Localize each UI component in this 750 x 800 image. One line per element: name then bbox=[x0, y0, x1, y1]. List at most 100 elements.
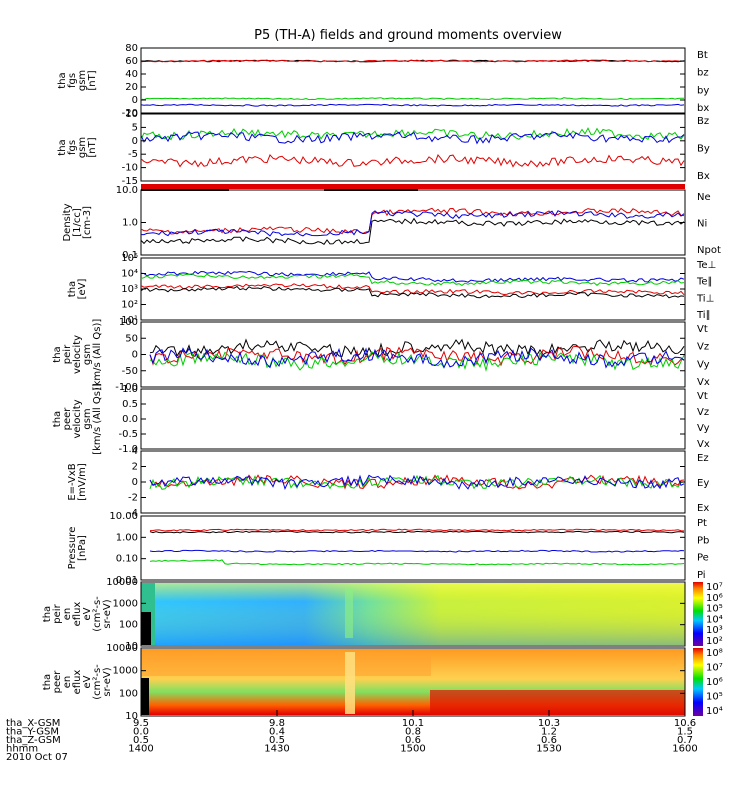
legend-Te⊥: Te⊥ bbox=[696, 260, 716, 271]
ylabel-line: fgs bbox=[67, 140, 78, 155]
trace-density-Ni bbox=[140, 217, 685, 245]
xaxis-value: 10.1 bbox=[402, 718, 424, 729]
panel-labels: tha fgs gsm [nT]tha fgs gsm [nT]Density [1/cc][… bbox=[42, 70, 113, 700]
ytick-label: 0 bbox=[132, 350, 138, 361]
xaxis-value: 0.5 bbox=[133, 735, 149, 746]
ytick-label: 2 bbox=[132, 462, 138, 473]
ytick-label: 10000 bbox=[106, 643, 138, 654]
ytick-label: -1.0 bbox=[118, 444, 138, 455]
ytick-label: 10¹ bbox=[121, 315, 138, 326]
legend-Bz: Bz bbox=[697, 116, 709, 127]
ylabel-line: velocity bbox=[72, 335, 83, 374]
trace-density-Npot bbox=[141, 210, 685, 237]
ytick-label: 4 bbox=[132, 446, 138, 457]
legend-Te∥: Te∥ bbox=[696, 277, 713, 288]
plot-title: P5 (TH-A) fields and ground moments over… bbox=[254, 28, 562, 43]
ylabel-line: gsm bbox=[77, 70, 88, 91]
ylabel-line: fgs bbox=[67, 73, 78, 88]
ytick-label: 1000 bbox=[113, 598, 138, 609]
xaxis-value: 0.7 bbox=[677, 735, 693, 746]
legend-Ti∥: Ti∥ bbox=[696, 310, 711, 321]
ylabel-line: tha bbox=[57, 139, 68, 155]
ytick-label: -20 bbox=[122, 108, 138, 119]
colorbar-label: 10⁸ bbox=[706, 648, 723, 659]
trace-fgs_gsm_detail-Bx bbox=[140, 131, 685, 145]
ylabel-line: [km/s (All Qs)] bbox=[92, 383, 103, 455]
xaxis-value: 9.8 bbox=[269, 718, 285, 729]
ytick-label: 1.00 bbox=[116, 532, 138, 543]
ytick-label: 20 bbox=[125, 82, 138, 93]
legend-Npot: Npot bbox=[697, 245, 721, 256]
ytick-label: -0.5 bbox=[118, 429, 138, 440]
legend-Vx: Vx bbox=[697, 377, 710, 388]
trace-pressure-Pb bbox=[149, 528, 685, 532]
ytick-label: 1000 bbox=[113, 666, 138, 677]
legend-Pe: Pe bbox=[697, 553, 709, 564]
ylabel-line: peir bbox=[52, 603, 63, 623]
ylabel-line: Pressure bbox=[67, 527, 78, 570]
panel-frame-peir_velocity bbox=[140, 321, 686, 388]
colorbar-label: 10³ bbox=[706, 625, 723, 636]
trace-pressure-Pi bbox=[149, 549, 685, 553]
ylabel-line: tha bbox=[52, 411, 63, 427]
ylabel-line: tha bbox=[52, 346, 63, 362]
ytick-label: -100 bbox=[115, 382, 138, 393]
legend-Vy: Vy bbox=[697, 423, 710, 434]
colorbar-label: 10⁷ bbox=[706, 663, 723, 674]
ytick-label: 100 bbox=[119, 317, 138, 328]
ylabel-line: sr-eV) bbox=[102, 599, 113, 628]
colorbar-peer bbox=[693, 648, 703, 716]
trace-peir_velocity-Vz bbox=[149, 345, 685, 367]
ytick-label: 10.00 bbox=[109, 511, 138, 522]
ytick-label: -15 bbox=[122, 176, 138, 187]
panel-ticks: 806040200-201050-5-10-1510.01.00.110⁵10⁴… bbox=[106, 43, 685, 722]
ytick-label: 10 bbox=[125, 109, 138, 120]
xaxis-value: 1530 bbox=[536, 744, 561, 755]
ytick-label: 0.5 bbox=[122, 399, 138, 410]
ytick-label: 0.10 bbox=[116, 554, 138, 565]
ylabel-line: E=-VxB bbox=[67, 463, 78, 500]
ytick-label: 0.1 bbox=[122, 250, 138, 261]
trace-fgs_gsm-by bbox=[140, 97, 685, 101]
trace-fgs_gsm-bz bbox=[140, 59, 684, 63]
legend-bx: bx bbox=[697, 103, 709, 114]
trace-density-Ne bbox=[140, 207, 685, 235]
ytick-label: -4 bbox=[128, 508, 138, 519]
trace-temperature-Ti⊥ bbox=[140, 270, 685, 283]
ytick-label: 80 bbox=[125, 43, 138, 54]
legend-by: by bbox=[697, 85, 709, 96]
xaxis-value: 1.5 bbox=[677, 727, 693, 738]
ytick-label: 100 bbox=[119, 688, 138, 699]
xaxis-row-label: tha_Y-GSM bbox=[6, 727, 59, 738]
trace-temperature-Te∥ bbox=[140, 285, 685, 299]
trace-fgs_gsm-bx bbox=[140, 103, 685, 107]
xaxis-row-label: tha_Z-GSM bbox=[6, 735, 61, 746]
ytick-label: -10 bbox=[122, 163, 138, 174]
ytick-label: 40 bbox=[125, 69, 138, 80]
xaxis-value: 1.2 bbox=[541, 727, 557, 738]
ytick-label: 0 bbox=[132, 477, 138, 488]
legend-Vy: Vy bbox=[697, 359, 710, 370]
colorbar-label: 10⁴ bbox=[706, 706, 723, 717]
trace-fgs_gsm_detail-Bz bbox=[140, 153, 685, 168]
ytick-label: 1.0 bbox=[122, 218, 138, 229]
peir-spectrogram bbox=[141, 583, 685, 645]
legend-Bt: Bt bbox=[697, 50, 708, 61]
ytick-label: -50 bbox=[122, 366, 138, 377]
xaxis-row-label: tha_X-GSM bbox=[6, 718, 60, 729]
legend-Ti⊥: Ti⊥ bbox=[696, 293, 714, 304]
panel-frame-fgs_gsm bbox=[140, 47, 686, 114]
legend-Ez: Ez bbox=[697, 453, 709, 464]
ytick-label: 10⁵ bbox=[121, 253, 138, 264]
trace-temperature-Ti∥ bbox=[140, 273, 685, 286]
panel-legends: Bt bz by bx Bz By Bx Ne Ni Npot Te⊥ Te∥ Ti⊥ Ti∥ Vt Vz Vy… bbox=[696, 50, 723, 717]
xaxis-value: 10.3 bbox=[538, 718, 560, 729]
ylabel-line: gsm bbox=[82, 408, 93, 429]
ylabel-line: peir bbox=[62, 344, 73, 364]
xaxis-value: 1600 bbox=[672, 744, 697, 755]
ylabel-line: tha bbox=[42, 606, 53, 622]
legend-Pi: Pi bbox=[697, 570, 706, 581]
xaxis-value: 0.5 bbox=[269, 735, 285, 746]
ylabel-line: [nT] bbox=[87, 137, 98, 157]
